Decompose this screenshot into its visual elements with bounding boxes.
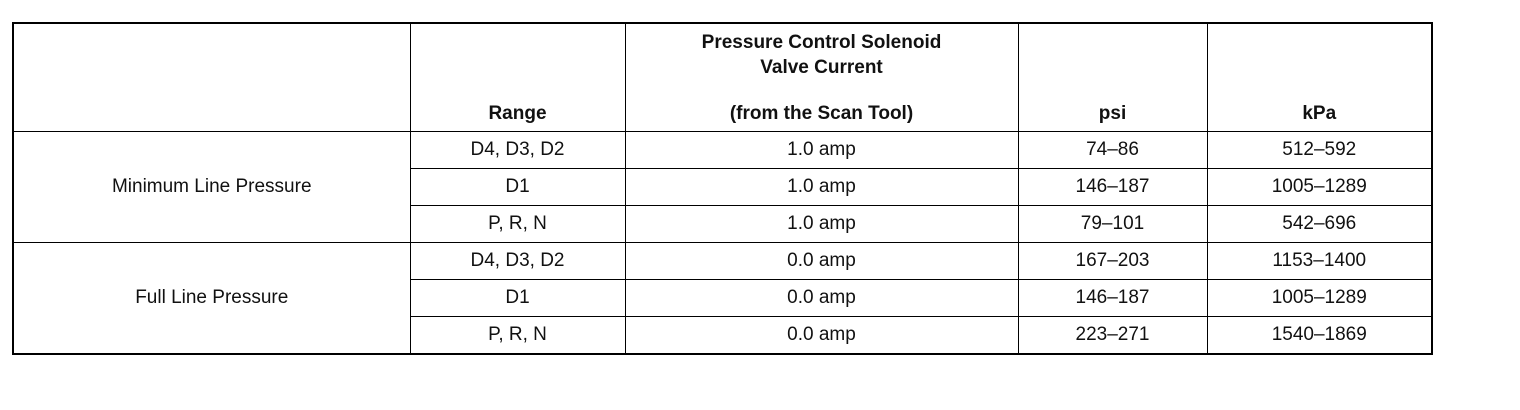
table-cell: 223–271 (1017, 316, 1208, 355)
table-cell: 1.0 amp (624, 168, 1019, 206)
table-body: Minimum Line Pressure D4, D3, D2 1.0 amp 74… (12, 131, 1433, 355)
header-row: Range Pressure Control Solenoid Valve Cu… (12, 22, 1433, 132)
header-cell: Range (409, 22, 626, 132)
table-cell: 167–203 (1017, 242, 1208, 280)
table-cell: D1 (409, 279, 626, 317)
header-cell: psi (1017, 22, 1208, 132)
table-cell: 146–187 (1017, 279, 1208, 317)
pressure-table: Range Pressure Control Solenoid Valve Cu… (12, 22, 1433, 355)
header-cell: Pressure Control Solenoid Valve Current … (624, 22, 1019, 132)
table-row: D1 1.0 amp 146–187 1005–1289 (13, 168, 1433, 206)
table-cell: 1005–1289 (1206, 279, 1433, 317)
table-cell: P, R, N (409, 316, 626, 355)
table-cell: 1005–1289 (1206, 168, 1433, 206)
group-label: Minimum Line Pressure (12, 131, 411, 243)
table-row: P, R, N 0.0 amp 223–271 1540–1869 (13, 316, 1433, 355)
table-row: D1 0.0 amp 146–187 1005–1289 (13, 279, 1433, 317)
table-cell: 512–592 (1206, 131, 1433, 169)
header-stack: Pressure Control Solenoid Valve Current … (626, 30, 1018, 125)
header-cell: kPa (1206, 22, 1433, 132)
table-row: P, R, N 1.0 amp 79–101 542–696 (13, 205, 1433, 243)
table-cell: 79–101 (1017, 205, 1208, 243)
table-row: Minimum Line Pressure D4, D3, D2 1.0 amp 74… (12, 131, 1433, 243)
table-cell: 1.0 amp (624, 205, 1019, 243)
table-cell: 1153–1400 (1206, 242, 1433, 280)
table-cell: 1.0 amp (624, 131, 1019, 169)
table-cell: 542–696 (1206, 205, 1433, 243)
header-note: (from the Scan Tool) (729, 103, 914, 124)
table-cell: 74–86 (1017, 131, 1208, 169)
header-title: Pressure Control Solenoid Valve Current (701, 32, 942, 78)
empty-header (12, 22, 411, 132)
table-cell: D4, D3, D2 (409, 242, 626, 280)
group-label: Full Line Pressure (12, 242, 411, 355)
table-cell: 146–187 (1017, 168, 1208, 206)
table-row: Full Line Pressure D4, D3, D2 0.0 amp 167–2… (12, 242, 1433, 355)
table-cell: P, R, N (409, 205, 626, 243)
table-cell: 1540–1869 (1206, 316, 1433, 355)
table-cell: 0.0 amp (624, 279, 1019, 317)
table-cell: 0.0 amp (624, 316, 1019, 355)
table-cell: 0.0 amp (624, 242, 1019, 280)
table-cell: D1 (409, 168, 626, 206)
table-cell: D4, D3, D2 (409, 131, 626, 169)
